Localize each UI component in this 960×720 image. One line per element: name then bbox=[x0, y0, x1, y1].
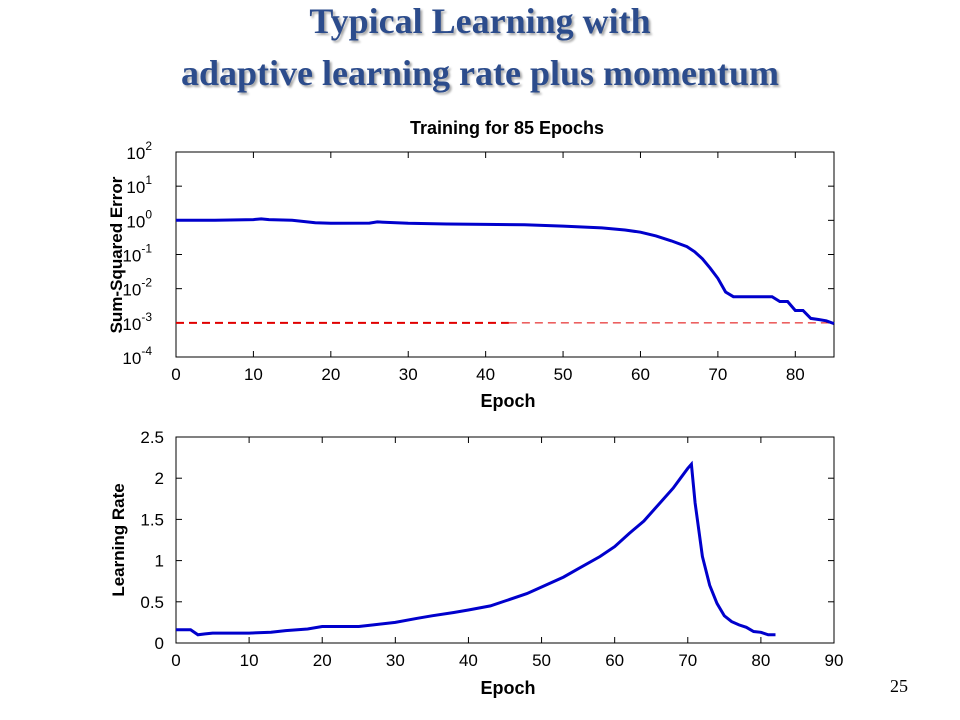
x-tick-label: 20 bbox=[313, 651, 332, 670]
x-tick-label: 0 bbox=[171, 651, 180, 670]
x-tick-label: 70 bbox=[678, 651, 697, 670]
x-tick-label: 70 bbox=[708, 365, 727, 384]
series-line-learning-rate bbox=[176, 460, 776, 637]
y-tick-label: 1.5 bbox=[140, 510, 164, 529]
y-axis-label: Sum-Squared Error bbox=[107, 176, 126, 333]
x-tick-label: 60 bbox=[605, 651, 624, 670]
y-tick-label: 10-2 bbox=[122, 276, 152, 300]
page-number: 25 bbox=[890, 676, 908, 696]
x-tick-label: 10 bbox=[240, 651, 259, 670]
y-axis-label: Learning Rate bbox=[109, 483, 128, 596]
slide-title-line2: adaptive learning rate plus momentum bbox=[181, 53, 779, 93]
y-tick-label: 0.5 bbox=[140, 593, 164, 612]
x-tick-label: 30 bbox=[399, 365, 418, 384]
series-line-error bbox=[176, 217, 835, 326]
x-tick-label: 30 bbox=[386, 651, 405, 670]
slide-title-line1: Typical Learning with bbox=[309, 1, 651, 41]
y-tick-label: 2 bbox=[155, 469, 164, 488]
y-tick-label: 2.5 bbox=[140, 428, 164, 447]
x-axis-label: Epoch bbox=[480, 391, 535, 411]
x-tick-label: 90 bbox=[825, 651, 844, 670]
x-tick-label: 20 bbox=[321, 365, 340, 384]
y-tick-label: 10-3 bbox=[122, 310, 152, 334]
y-tick-label: 101 bbox=[126, 173, 152, 197]
x-axis-label: Epoch bbox=[480, 678, 535, 698]
x-tick-label: 40 bbox=[459, 651, 478, 670]
x-tick-label: 80 bbox=[786, 365, 805, 384]
x-tick-label: 50 bbox=[532, 651, 551, 670]
y-tick-label: 10-1 bbox=[122, 242, 152, 266]
x-tick-label: 60 bbox=[631, 365, 650, 384]
x-tick-label: 0 bbox=[171, 365, 180, 384]
y-tick-label: 1 bbox=[155, 552, 164, 571]
plot-frame bbox=[175, 436, 835, 644]
chart-title: Training for 85 Epochs bbox=[410, 118, 604, 138]
x-tick-label: 50 bbox=[554, 365, 573, 384]
y-tick-label: 100 bbox=[126, 207, 152, 231]
y-tick-label: 10-4 bbox=[122, 344, 152, 368]
y-tick-label: 0 bbox=[155, 634, 164, 653]
plot-frame bbox=[175, 151, 835, 358]
y-tick-label: 102 bbox=[126, 139, 152, 163]
x-tick-label: 80 bbox=[751, 651, 770, 670]
x-tick-label: 10 bbox=[244, 365, 263, 384]
x-tick-label: 40 bbox=[476, 365, 495, 384]
